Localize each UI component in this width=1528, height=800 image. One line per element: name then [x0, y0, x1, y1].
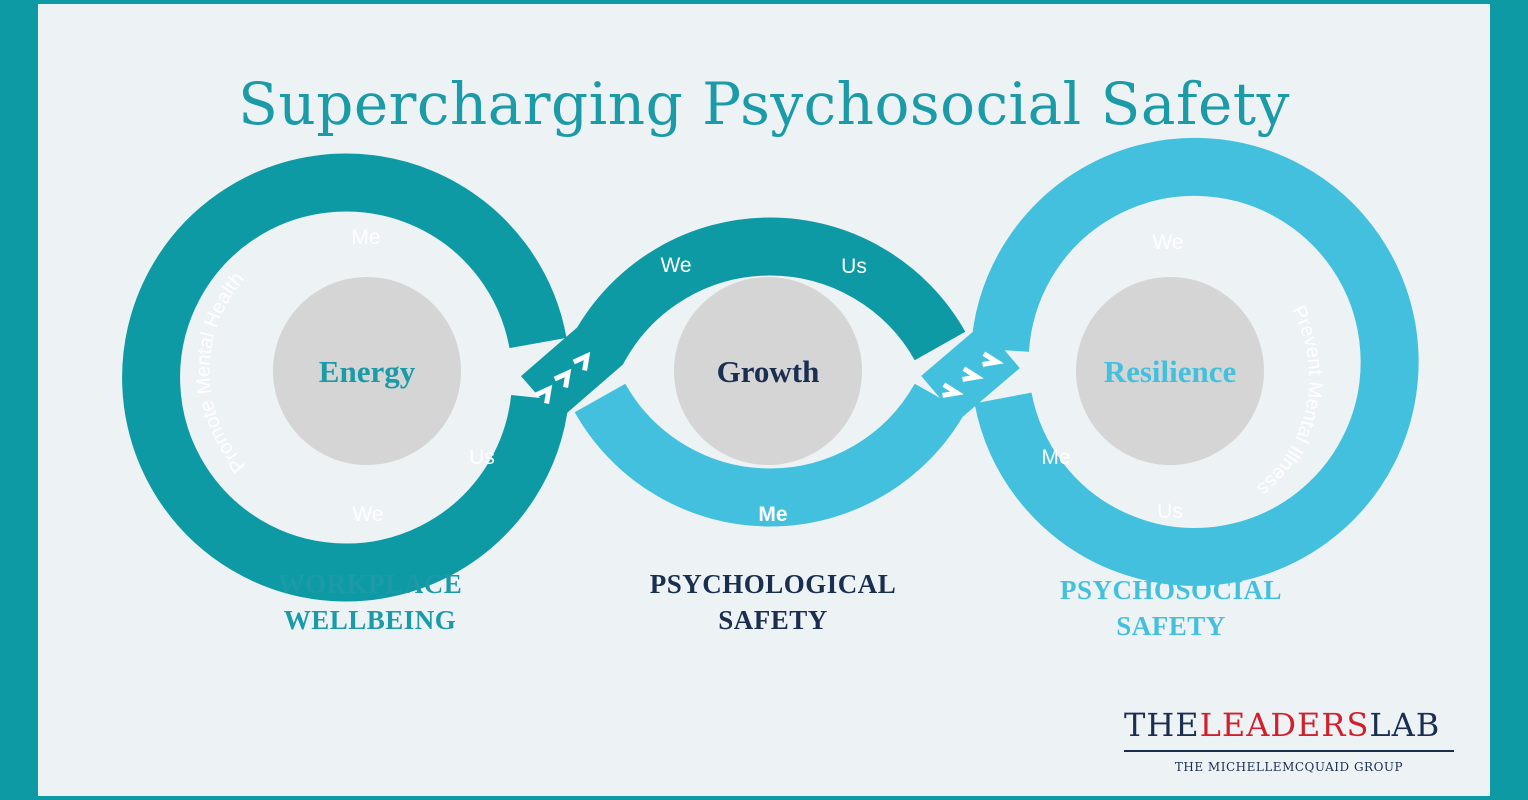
growth-label: Growth — [717, 354, 820, 389]
logo-wordmark: THELEADERSLAB — [1124, 706, 1441, 744]
band-word-me: Me — [758, 503, 787, 526]
band-word-me: Me — [351, 226, 380, 249]
logo-divider — [1124, 750, 1454, 752]
backward-chevrons-icon — [942, 351, 1004, 398]
workplace-wellbeing-label: WORKPLACE WELLBEING — [277, 569, 463, 635]
band-word-us: Us — [469, 446, 495, 469]
energy-label: Energy — [319, 354, 416, 389]
psychological-safety-label: PSYCHOLOGICAL SAFETY — [649, 569, 897, 635]
logo-subtitle: THE MICHELLEMCQUAID GROUP — [1174, 760, 1404, 774]
band-left-lobe — [122, 153, 569, 602]
band-word-we: We — [660, 254, 691, 277]
band-middle-top — [521, 217, 966, 420]
growth-circle — [674, 277, 862, 465]
psychosocial-safety-label: PSYCHOSOCIAL SAFETY — [1059, 575, 1283, 641]
band-middle-bottom — [574, 383, 966, 527]
resilience-label: Resilience — [1104, 354, 1237, 389]
leaders-lab-logo: THELEADERSLAB THE MICHELLEMCQUAID GROUP — [1124, 706, 1454, 774]
page-title: Supercharging Psychosocial Safety — [238, 70, 1290, 138]
promote-arc-label: Promote Mental Health — [193, 268, 251, 477]
band-right-lobe — [971, 138, 1419, 586]
band-word-we: We — [352, 503, 383, 526]
resilience-circle — [1076, 277, 1264, 465]
band-word-us: Us — [1157, 500, 1183, 523]
energy-circle — [273, 277, 461, 465]
forward-chevrons-icon — [534, 351, 591, 404]
band-word-we: We — [1152, 231, 1183, 254]
prevent-arc-label: Prevent Mental Illness — [1253, 302, 1327, 500]
band-word-me: Me — [1041, 446, 1070, 469]
band-word-us: Us — [841, 255, 867, 278]
